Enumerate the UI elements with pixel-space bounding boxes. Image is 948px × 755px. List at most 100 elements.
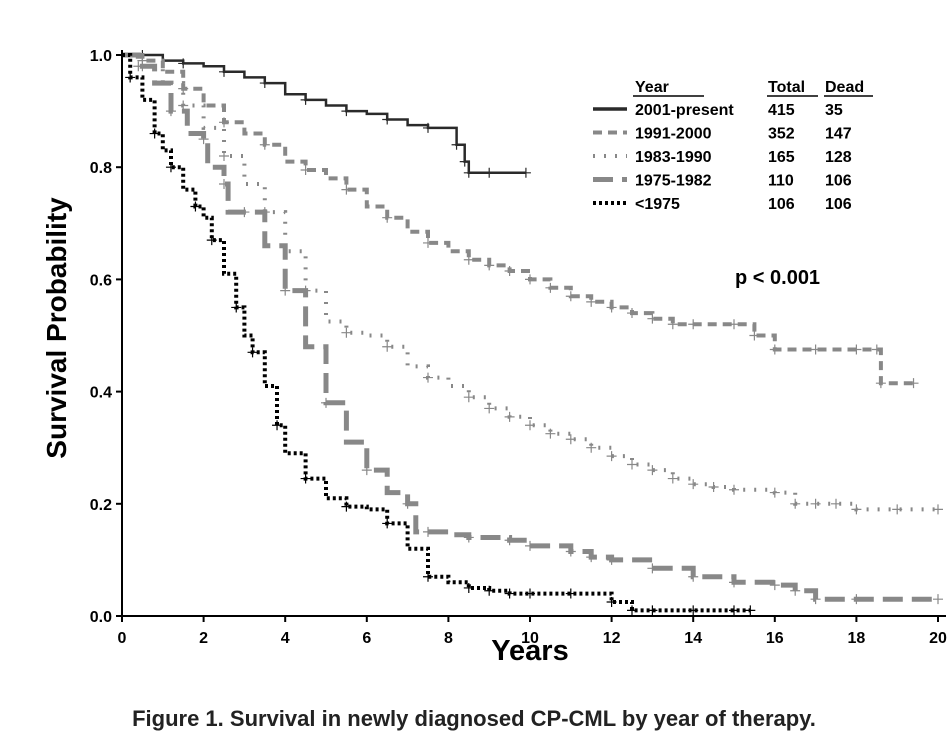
censor-mark xyxy=(300,473,311,484)
censor-mark xyxy=(178,58,189,69)
censor-mark xyxy=(790,585,801,596)
x-tick-label: 18 xyxy=(848,630,866,647)
censor-mark xyxy=(423,526,433,537)
censor-mark xyxy=(851,504,862,515)
censor-mark xyxy=(504,411,515,422)
censor-mark xyxy=(423,237,433,248)
censor-mark xyxy=(451,139,462,150)
censor-mark xyxy=(606,451,617,462)
censor-mark xyxy=(463,254,474,265)
legend-dead: 147 xyxy=(825,126,852,143)
censor-mark xyxy=(219,117,229,128)
censor-mark xyxy=(586,552,597,563)
legend-dead: 128 xyxy=(825,149,852,166)
censor-mark xyxy=(688,479,699,490)
censor-mark xyxy=(341,184,352,195)
censor-mark xyxy=(627,605,637,616)
censor-mark xyxy=(423,372,433,383)
legend-header: Year xyxy=(635,79,669,96)
censor-mark xyxy=(565,434,576,445)
legend-label: 2001-present xyxy=(635,102,734,119)
censor-mark xyxy=(545,282,556,293)
censor-mark xyxy=(484,585,495,596)
censor-mark xyxy=(606,554,617,565)
series-group xyxy=(122,50,943,616)
censor-mark xyxy=(125,72,136,83)
censor-mark xyxy=(851,344,862,355)
censor-mark xyxy=(708,481,719,492)
censor-mark xyxy=(463,392,474,403)
legend-header: Total xyxy=(768,79,805,96)
legend-total: 106 xyxy=(768,196,795,213)
censor-mark xyxy=(647,465,658,476)
censor-mark xyxy=(300,94,311,105)
censor-mark xyxy=(382,212,393,223)
legend-total: 352 xyxy=(768,126,795,143)
y-tick-label: 0.4 xyxy=(90,385,112,402)
censor-mark xyxy=(606,302,617,313)
censor-mark xyxy=(341,106,352,117)
censor-mark xyxy=(198,134,209,145)
censor-mark xyxy=(627,308,637,319)
x-tick-label: 16 xyxy=(766,630,784,647)
censor-mark xyxy=(219,150,229,161)
censor-mark xyxy=(565,291,576,302)
censor-mark xyxy=(361,465,372,476)
censor-mark xyxy=(341,327,352,338)
censor-mark xyxy=(647,313,658,324)
censor-mark xyxy=(525,588,535,599)
figure-caption: Figure 1. Survival in newly diagnosed CP… xyxy=(132,706,816,731)
censor-mark xyxy=(729,319,739,330)
legend-total: 110 xyxy=(768,173,794,190)
censor-mark xyxy=(382,518,393,529)
legend-label: <1975 xyxy=(635,196,680,213)
censor-mark xyxy=(272,420,283,431)
y-tick-label: 1.0 xyxy=(90,48,112,65)
censor-mark xyxy=(810,498,821,509)
censor-mark xyxy=(484,167,495,178)
censor-mark xyxy=(688,605,699,616)
series-line-1983-1990 xyxy=(122,53,938,512)
censor-mark xyxy=(745,605,756,616)
censor-mark xyxy=(545,428,556,439)
survival-chart: 0 2 4 6 8 10 12 14 16 18 20 0.0 0.2 0.4 0.6 0.8 1.0 Year… xyxy=(41,48,947,667)
series-line-1975-1982 xyxy=(122,52,938,602)
censor-mark xyxy=(647,563,658,574)
censor-mark xyxy=(729,605,739,616)
y-tick-label: 0.2 xyxy=(90,497,112,514)
censor-mark xyxy=(831,498,841,509)
censor-mark xyxy=(259,139,270,150)
x-tick-label: 10 xyxy=(521,630,539,647)
censor-mark xyxy=(341,501,352,512)
p-value-annotation: p < 0.001 xyxy=(735,267,820,289)
censor-mark xyxy=(280,285,291,296)
censor-mark xyxy=(382,114,393,125)
censor-mark xyxy=(769,487,780,498)
censor-mark xyxy=(206,235,217,246)
legend-header: Dead xyxy=(825,79,864,96)
series-line-2001-present xyxy=(122,53,526,175)
censor-mark xyxy=(525,274,535,285)
censor-mark xyxy=(647,605,658,616)
censor-mark xyxy=(810,594,821,605)
x-tick-label: 6 xyxy=(362,630,371,647)
y-axis-title: Survival Probability xyxy=(41,197,72,459)
censor-mark xyxy=(190,201,201,212)
censor-mark xyxy=(239,207,250,218)
censor-mark xyxy=(749,330,760,341)
y-tick-label: 0.6 xyxy=(90,272,112,289)
censor-mark xyxy=(165,162,176,173)
censor-mark xyxy=(178,83,189,94)
censor-mark xyxy=(729,484,739,495)
legend-label: 1975-1982 xyxy=(635,173,712,190)
legend-label: 1991-2000 xyxy=(635,126,712,143)
censor-mark xyxy=(933,594,943,605)
censor-mark xyxy=(423,122,433,133)
censor-mark xyxy=(300,165,311,176)
censor-mark xyxy=(165,106,176,117)
censor-mark xyxy=(688,319,699,330)
censor-mark xyxy=(606,596,617,607)
censor-mark xyxy=(525,540,535,551)
x-tick-label: 14 xyxy=(684,630,702,647)
censor-mark xyxy=(459,156,470,167)
